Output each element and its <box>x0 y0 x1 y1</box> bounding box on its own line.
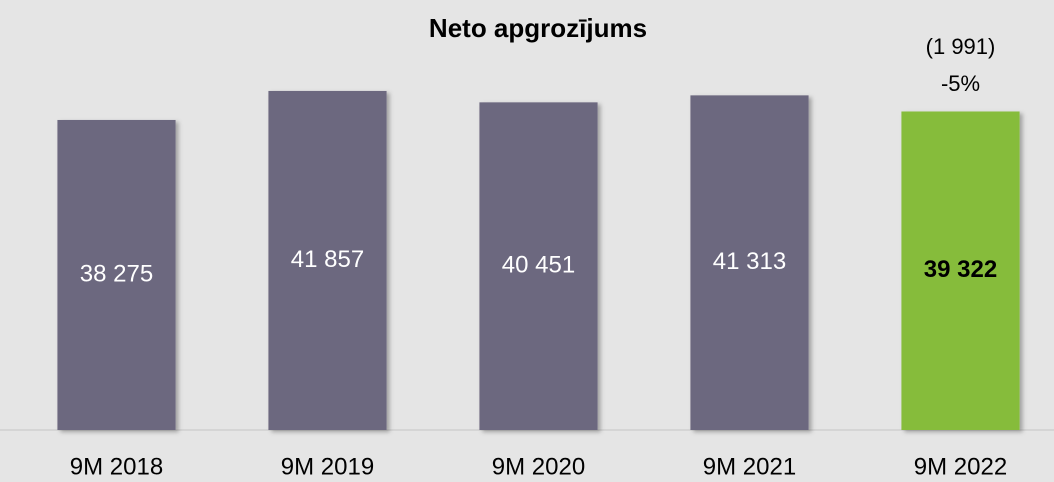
x-tick-label: 9M 2020 <box>492 453 585 480</box>
x-tick-label: 9M 2018 <box>70 453 163 480</box>
x-tick-label: 9M 2022 <box>914 453 1007 480</box>
bar <box>901 111 1020 431</box>
value-label: 41 857 <box>291 246 364 273</box>
bar <box>690 95 809 431</box>
bar <box>268 90 387 430</box>
value-label: 41 313 <box>713 248 786 275</box>
annotation: (1 991) <box>926 34 996 59</box>
x-tick-label: 9M 2021 <box>703 453 796 480</box>
bar <box>479 102 598 431</box>
value-label: 39 322 <box>924 256 997 283</box>
value-label: 38 275 <box>80 260 153 287</box>
bar <box>57 119 176 430</box>
chart-title: Neto apgrozījums <box>429 13 647 43</box>
annotation: -5% <box>941 71 980 96</box>
value-label: 40 451 <box>502 252 575 279</box>
x-tick-label: 9M 2019 <box>281 453 374 480</box>
